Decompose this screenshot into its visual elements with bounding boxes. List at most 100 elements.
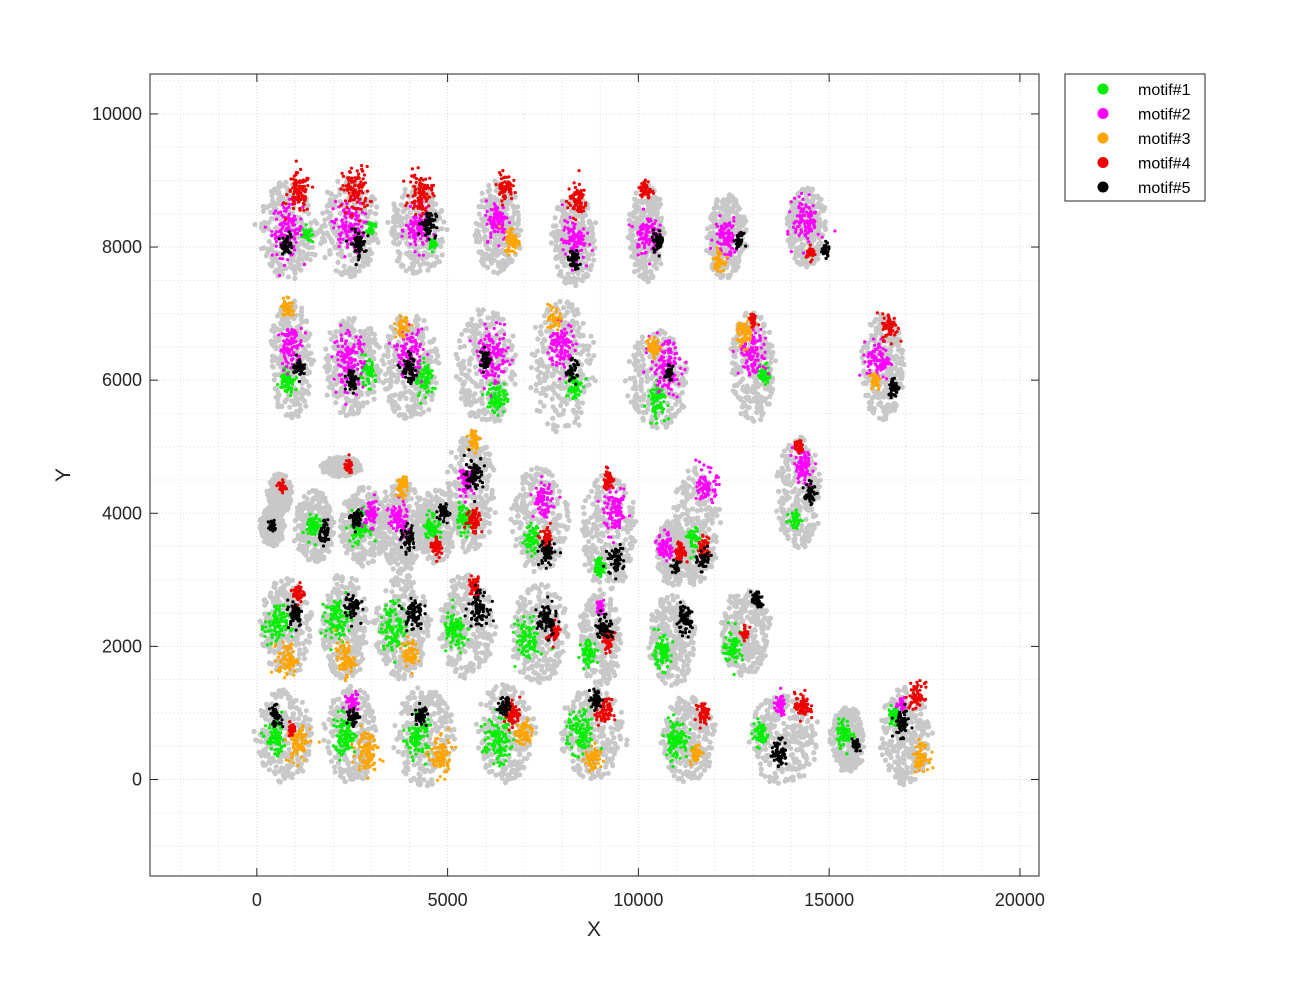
spot-motif2: [723, 222, 726, 225]
spot-motif2: [798, 234, 801, 237]
spot-motif2: [345, 202, 348, 205]
spot-background: [721, 207, 726, 212]
spot-motif2: [353, 223, 356, 226]
spot-motif2: [275, 240, 278, 243]
spot-background: [295, 259, 300, 264]
spot-motif2: [637, 253, 640, 256]
spot-motif2: [562, 241, 565, 244]
spot-motif3: [289, 314, 292, 317]
spot-motif2: [413, 236, 416, 239]
spot-motif1: [287, 388, 290, 391]
spot-background: [335, 179, 340, 184]
spot-motif5: [653, 240, 656, 243]
spot-motif5: [418, 222, 421, 225]
spot-motif2: [300, 226, 303, 229]
spot-background: [325, 230, 330, 235]
spot-motif2: [346, 329, 349, 332]
spot-motif3: [289, 309, 292, 312]
spot-motif5: [278, 237, 281, 240]
spot-background: [274, 225, 279, 230]
spot-motif2: [293, 215, 296, 218]
spot-motif2: [349, 222, 352, 225]
spot-motif2: [362, 343, 365, 346]
spot-motif4: [510, 197, 513, 200]
spot-background: [563, 234, 568, 239]
spot-motif2: [295, 331, 298, 334]
spot-motif2: [296, 347, 299, 350]
spot-motif1: [432, 245, 435, 248]
spot-motif4: [412, 195, 415, 198]
spot-background: [733, 203, 738, 208]
spot-motif2: [361, 386, 364, 389]
spot-background: [705, 226, 710, 231]
spot-motif5: [290, 236, 293, 239]
spot-motif3: [511, 236, 514, 239]
spot-background: [306, 211, 311, 216]
spot-background: [282, 399, 287, 404]
spot-motif4: [645, 186, 648, 189]
spot-background: [414, 270, 419, 275]
spot-motif4: [812, 250, 815, 253]
spot-motif1: [367, 377, 370, 380]
spot-motif5: [575, 249, 578, 252]
spot-background: [494, 188, 499, 193]
spot-motif3: [716, 269, 719, 272]
spot-motif5: [744, 245, 747, 248]
spot-background: [476, 222, 481, 227]
spot-motif2: [280, 348, 283, 351]
spot-background: [272, 377, 277, 382]
spot-background: [270, 364, 275, 369]
spot-motif4: [346, 176, 349, 179]
spot-background: [299, 306, 304, 311]
spot-motif5: [359, 246, 362, 249]
spot-motif2: [798, 202, 801, 205]
spot-motif2: [339, 324, 342, 327]
spot-motif5: [429, 212, 432, 215]
spot-motif2: [281, 225, 284, 228]
spot-background: [300, 319, 305, 324]
spot-motif2: [640, 252, 643, 255]
spot-motif2: [332, 226, 335, 229]
spot-motif2: [336, 358, 339, 361]
spot-background: [364, 337, 369, 342]
spot-motif4: [430, 189, 433, 192]
spot-background: [330, 384, 335, 389]
spot-motif1: [374, 374, 377, 377]
spot-motif2: [561, 238, 564, 241]
spot-motif2: [720, 225, 723, 228]
spot-motif4: [289, 177, 292, 180]
spot-motif2: [579, 239, 582, 242]
spot-background: [325, 393, 330, 398]
spot-motif5: [433, 236, 436, 239]
spot-motif2: [833, 229, 836, 232]
spot-background: [300, 386, 305, 391]
spot-motif2: [357, 214, 360, 217]
spot-motif4: [426, 184, 429, 187]
spot-motif2: [278, 257, 281, 260]
spot-background: [730, 268, 735, 273]
spot-background: [275, 401, 280, 406]
spot-motif2: [504, 216, 507, 219]
spot-motif2: [348, 334, 351, 337]
spot-motif1: [282, 379, 285, 382]
spot-motif2: [723, 231, 726, 234]
spot-background: [396, 249, 401, 254]
spot-motif2: [286, 372, 289, 375]
spot-motif5: [354, 245, 357, 248]
spot-motif2: [802, 214, 805, 217]
spot-background: [341, 409, 346, 414]
spot-motif4: [414, 191, 417, 194]
spot-background: [310, 245, 315, 250]
spot-background: [438, 244, 443, 249]
spot-motif2: [727, 229, 730, 232]
spot-motif2: [411, 222, 414, 225]
spot-motif2: [631, 225, 634, 228]
spot-motif5: [287, 251, 290, 254]
spot-background: [323, 347, 328, 352]
spot-motif2: [340, 378, 343, 381]
spot-motif4: [297, 190, 300, 193]
spot-motif2: [732, 219, 735, 222]
spot-background: [486, 246, 491, 251]
spot-background: [584, 234, 589, 239]
spot-background: [712, 215, 717, 220]
